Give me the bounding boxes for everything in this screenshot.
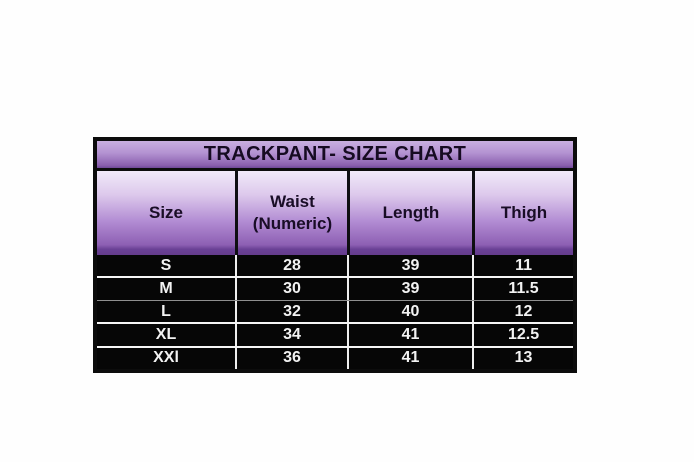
table-cell: 32 (235, 300, 347, 323)
table-row-m: M 30 39 11.5 (97, 276, 573, 300)
size-chart-table: TRACKPANT- SIZE CHART Size Waist (Numeri… (93, 137, 577, 373)
header-cell-thigh: Thigh (472, 171, 573, 255)
table-body: S 28 39 11 M 30 39 11.5 L 32 40 12 XL 34… (97, 255, 573, 370)
table-cell: 13 (472, 347, 573, 370)
table-cell: 11.5 (472, 278, 573, 300)
table-cell: 12.5 (472, 324, 573, 346)
table-cell: 34 (235, 324, 347, 346)
table-cell: XXl (153, 349, 179, 367)
table-cell: 30 (235, 278, 347, 300)
table-cell: L (161, 302, 171, 320)
table-cell: 11 (472, 255, 573, 277)
table-row-xl: XL 34 41 12.5 (97, 322, 573, 346)
table-cell: 39 (346, 255, 472, 277)
table-cell: 39 (346, 278, 472, 300)
table-cell: S (160, 256, 172, 274)
table-row-s: S 28 39 11 (97, 255, 573, 277)
table-row-xxl: XXl 36 41 13 (97, 345, 573, 370)
table-header-row: Size Waist (Numeric) Length Thigh (97, 171, 573, 255)
header-cell-length: Length (346, 171, 472, 255)
table-row-l: L 32 40 12 (97, 299, 573, 323)
table-cell: 28 (235, 255, 347, 277)
header-cell-size: Size (149, 202, 184, 222)
table-cell: 41 (346, 324, 472, 346)
page-title: TRACKPANT- SIZE CHART (203, 143, 467, 165)
table-cell: XL (155, 325, 177, 343)
table-cell: 12 (472, 300, 573, 323)
table-cell: M (159, 280, 173, 298)
table-title-bar: TRACKPANT- SIZE CHART (97, 141, 573, 171)
table-cell: 41 (346, 347, 472, 370)
table-cell: 36 (235, 347, 347, 370)
header-cell-waist: Waist (Numeric) (235, 171, 347, 255)
table-cell: 40 (346, 300, 472, 323)
